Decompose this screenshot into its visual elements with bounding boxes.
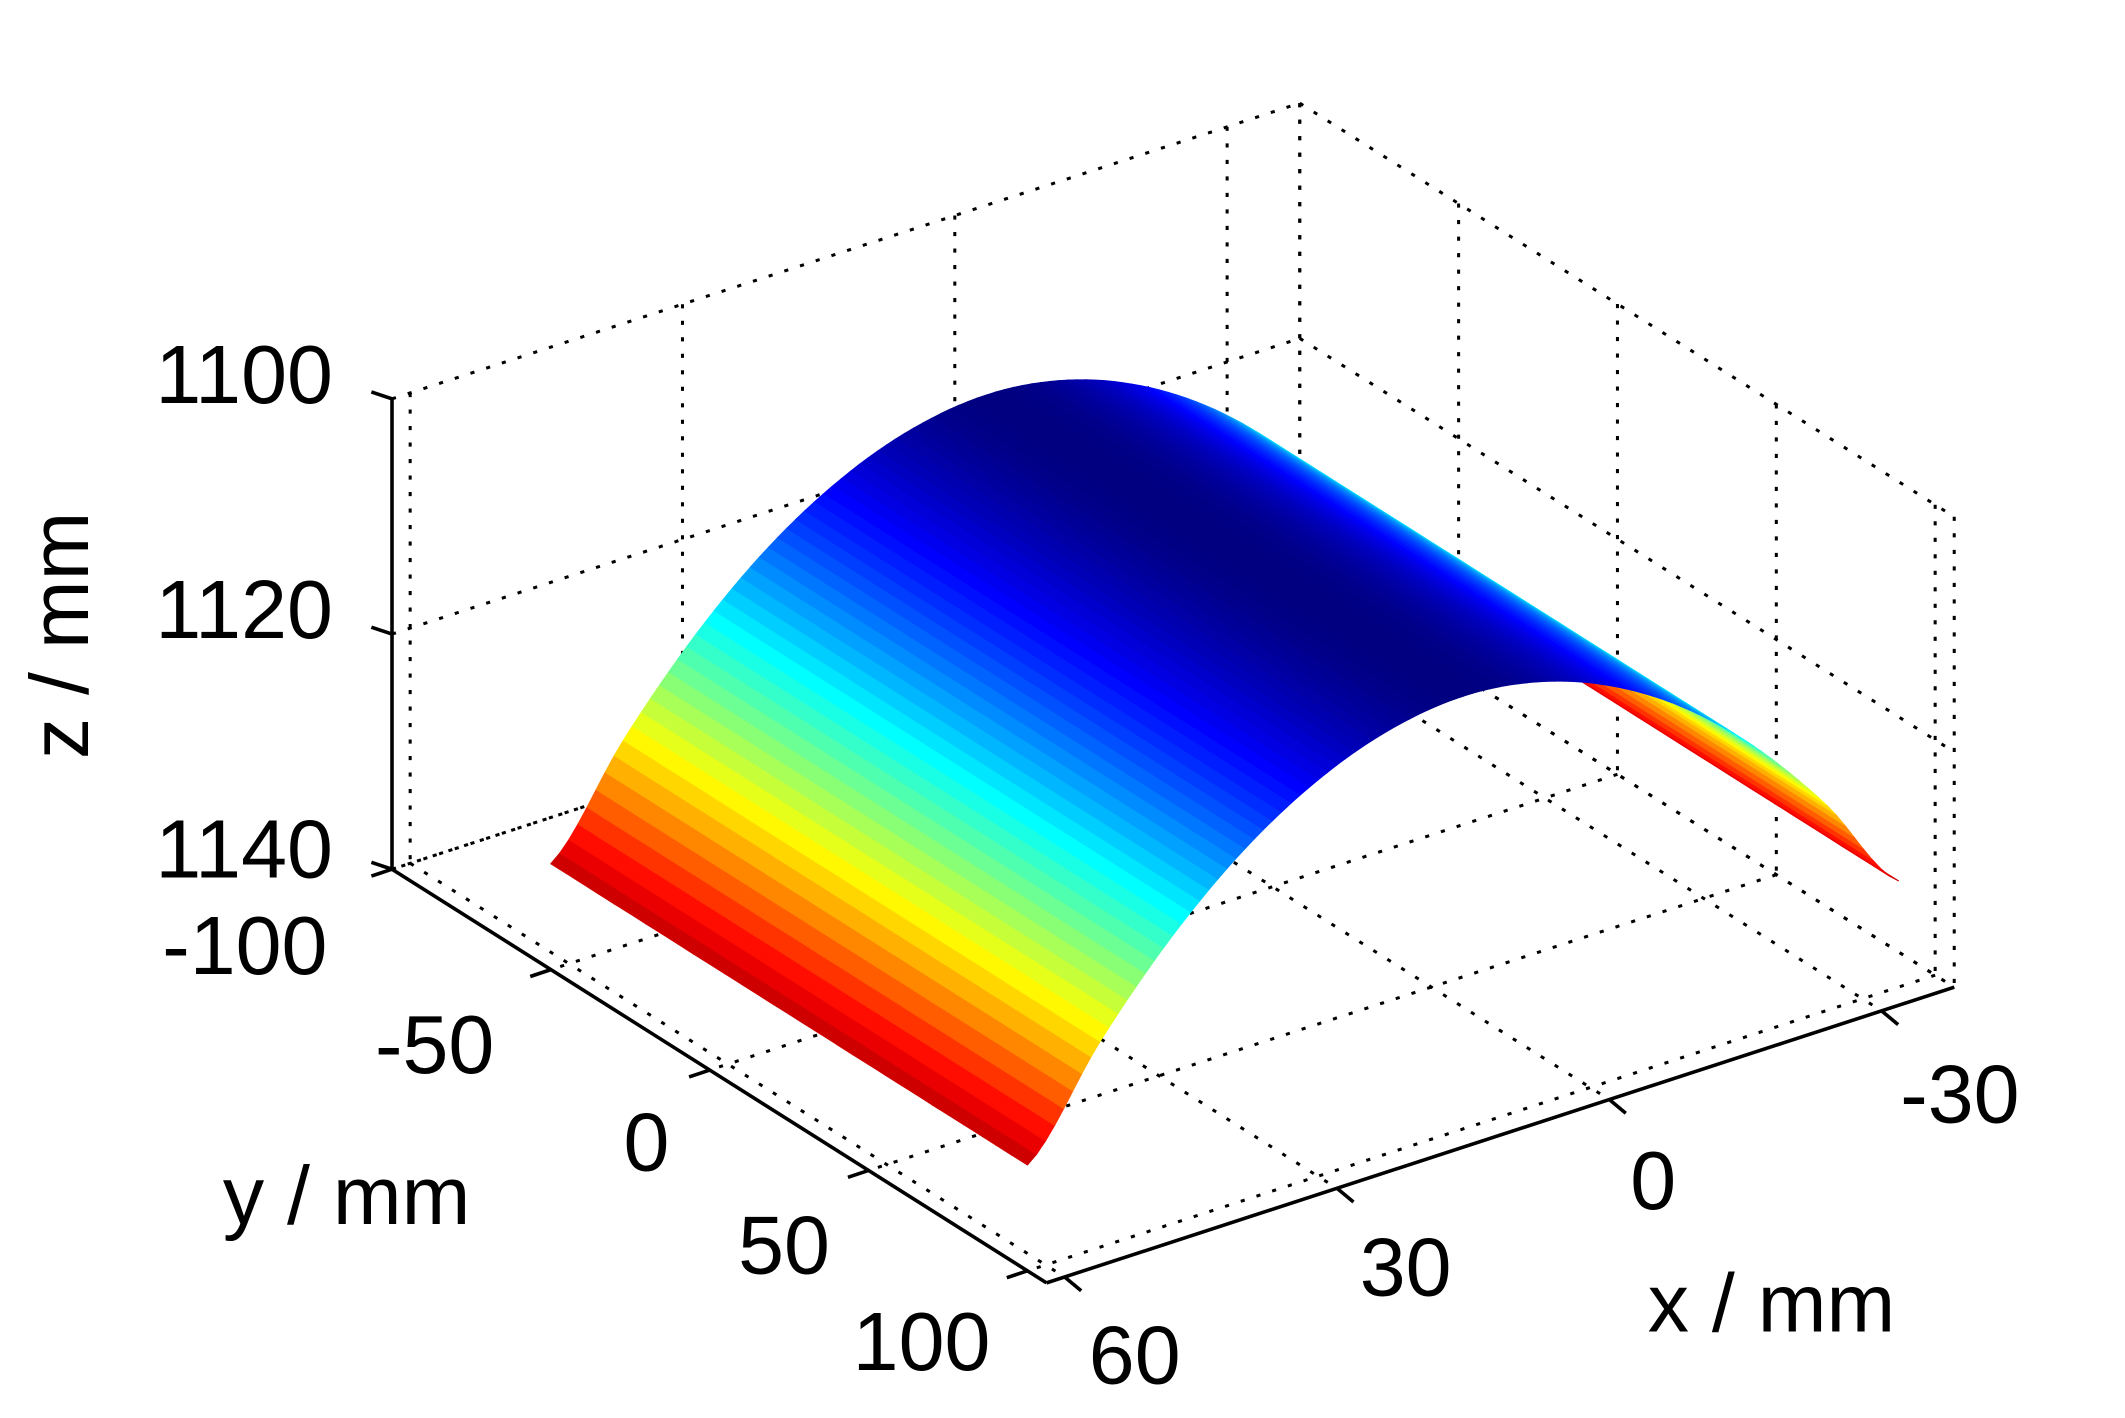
grid-line-x-60 [409,862,1066,1279]
x-axis-line [1045,985,1955,1285]
z-tick-1100 [370,390,393,401]
x-tick-0 [1608,1098,1627,1115]
y-tick-0 [688,1068,711,1079]
x-axis-label: x / mm [1648,1257,1896,1349]
y-tick-label-0: 0 [623,1096,669,1188]
z-tick-label-1100: 1100 [155,329,332,421]
grid-line-x--38 [1298,572,1956,989]
grid-line-z-1120 [1298,337,1956,754]
y-tick-100 [1006,1269,1028,1280]
x-tick-label-30: 30 [1360,1222,1452,1314]
y-tick-label-50: 50 [738,1200,830,1292]
z-tick-label-1140: 1140 [155,803,332,895]
surface-patch [1264,792,1292,813]
z-tick-1140 [370,860,393,871]
z-axis-label: z / mm [14,512,106,760]
x-tick-label-0: 0 [1630,1135,1676,1227]
x-tick-60 [1063,1275,1083,1293]
x-tick--30 [1880,1009,1900,1026]
grid-line-z-1100 [391,101,1301,401]
axes [370,390,1955,1293]
tick-labels: 1100 1120 1140 -100 -50 0 50 100 60 30 0… [155,329,2019,1402]
grid-line-x-0 [954,684,1611,1101]
grid-line-x--30 [1226,595,1883,1013]
y-axis-label: y / mm [223,1150,471,1242]
grid-line-y-100 [1026,973,1936,1273]
y-tick--50 [529,967,552,979]
z-tick-label-1120: 1120 [155,564,332,656]
y-tick-label--50: -50 [375,999,494,1091]
y-tick-label-100: 100 [853,1296,991,1388]
grid-line-x-30 [681,773,1338,1190]
grid-line-y--100 [391,572,1301,871]
grid-line-z-1100 [1298,101,1956,519]
surface [550,379,1900,1166]
x-tick-label-60: 60 [1089,1310,1181,1402]
y-tick-label--100: -100 [162,900,327,992]
y-tick--100 [370,867,393,878]
y-axis-line [391,867,1048,1285]
x-tick-30 [1335,1186,1355,1204]
x-tick-label--30: -30 [1900,1048,2019,1140]
z-tick-1120 [370,625,393,636]
y-tick-50 [847,1168,870,1180]
